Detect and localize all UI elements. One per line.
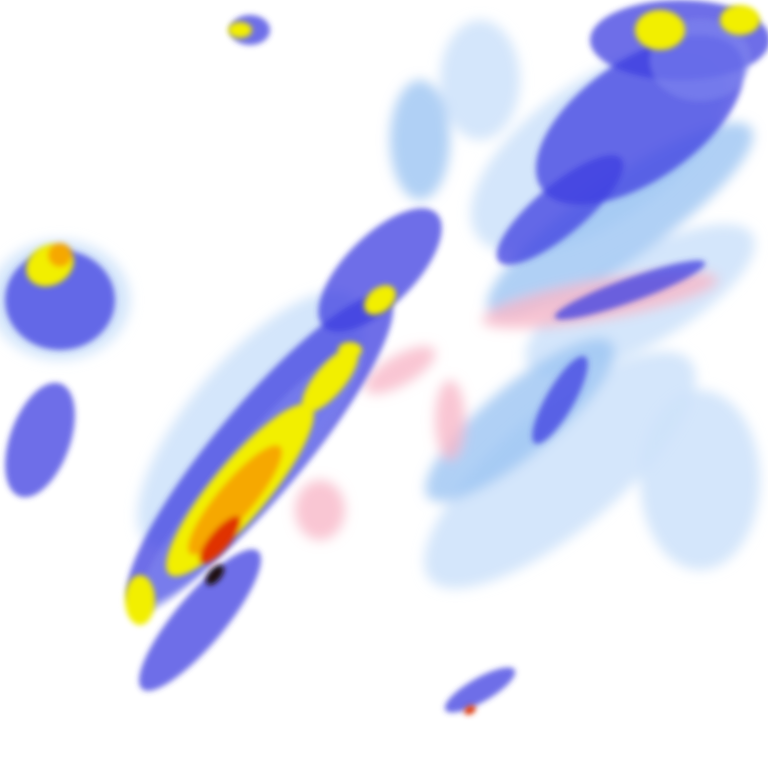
very-heavy-precip-cell <box>48 243 72 267</box>
mixed-precip-cell <box>295 480 345 540</box>
light-precip-cell <box>424 351 696 589</box>
intense-precip-cell <box>199 516 241 564</box>
moderate-precip-cell <box>5 382 75 498</box>
heavy-precip-cell <box>338 342 362 358</box>
very-heavy-precip-cell <box>187 445 283 555</box>
heavy-precip-cell <box>364 285 396 315</box>
moderate-precip-cell <box>532 356 588 444</box>
heavy-precip-layer <box>26 5 760 715</box>
heavy-precip-cell <box>301 347 359 413</box>
light-precip-cell <box>486 122 754 318</box>
moderate-precip-cell <box>554 260 706 320</box>
mixed-precip-cell <box>364 346 436 394</box>
moderate-precip-cell <box>318 208 442 332</box>
heavy-precip-cell <box>228 22 252 38</box>
light-precip-cell <box>390 80 450 200</box>
light-precip-cell <box>440 20 520 140</box>
intense-precip-cell <box>464 705 476 715</box>
light-precip-cell <box>640 390 760 570</box>
mixed-precip-cell <box>435 380 465 460</box>
moderate-precip-cell <box>444 667 516 713</box>
heavy-precip-cell <box>125 575 155 625</box>
moderate-precip-cell <box>139 549 261 691</box>
heavy-precip-cell <box>720 5 760 35</box>
moderate-precip-cell <box>496 155 624 265</box>
heavy-precip-cell <box>635 10 685 50</box>
extreme-precip-cell <box>206 565 224 585</box>
